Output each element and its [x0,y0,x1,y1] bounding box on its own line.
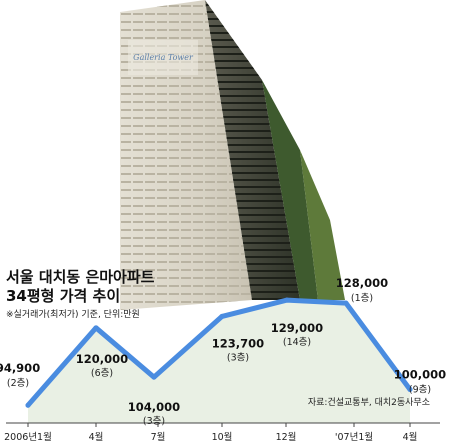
x-tick-label: 2006년1월 [4,431,52,443]
x-tick-label: '07년1월 [335,431,373,443]
data-label: 100,000 [394,368,446,382]
area-fill [28,300,410,423]
floor-label: (14층) [283,337,311,348]
floor-label: (3층) [227,352,249,363]
x-tick-label: 10월 [212,431,233,443]
data-label: 120,000 [76,352,128,366]
data-label: 128,000 [336,276,388,290]
x-tick-label: 4월 [403,431,418,443]
floor-label: (9층) [409,385,431,396]
source-text: 자료:건설교통부, 대치2동사무소 [308,396,430,408]
data-point [25,402,31,408]
data-label: 129,000 [271,321,323,335]
chart-title-line2: 34평형 가격 추이 [6,287,120,305]
data-label: 123,700 [212,336,264,350]
chart-marks: 94,900 (2층) 120,000 (6층) 104,000 (3층) 123,700 (… [0,276,446,443]
chart-title-line1: 서울 대치동 은마아파트 [6,268,155,286]
data-label: 104,000 [128,400,180,414]
floor-label: (3층) [143,416,165,427]
building-photo: Galleria Tower [120,0,345,310]
floor-label: (2층) [7,378,29,389]
floor-label: (6층) [91,368,113,379]
data-point [343,300,349,306]
data-point [407,387,413,392]
data-label: 94,900 [0,361,40,375]
x-tick-label: 7월 [151,431,166,443]
x-tick-label: 12월 [276,431,297,443]
floor-label: (1층) [351,293,373,304]
data-point [151,374,157,380]
x-tick-label: 4월 [89,431,104,443]
data-point [93,325,99,331]
data-point [284,297,290,303]
building-sign: Galleria Tower [133,53,194,62]
chart-note: ※실거래가(최저가) 기준, 단위:만원 [6,309,140,320]
data-point [219,313,225,319]
